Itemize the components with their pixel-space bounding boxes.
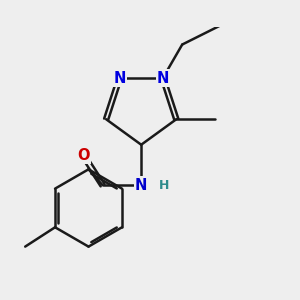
Text: O: O: [77, 148, 89, 163]
Text: H: H: [159, 178, 169, 192]
Text: N: N: [157, 70, 169, 86]
Text: N: N: [113, 70, 126, 86]
Text: N: N: [135, 178, 147, 193]
